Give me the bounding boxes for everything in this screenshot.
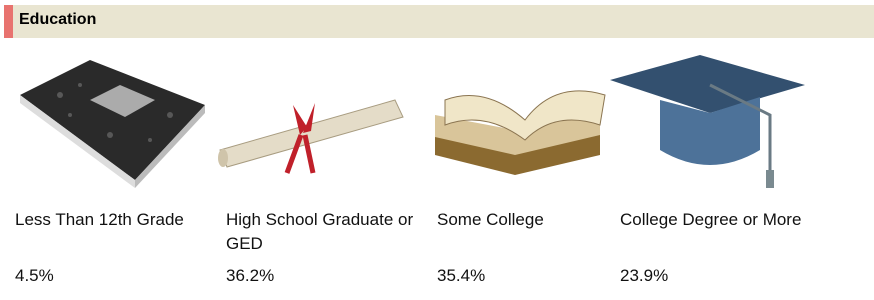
header-accent [4, 5, 13, 38]
item-value: 23.9% [620, 266, 668, 286]
books-icon [415, 55, 610, 190]
header-bar [4, 5, 874, 38]
header-title: Education [19, 11, 96, 29]
item-label: Some College [437, 208, 627, 232]
item-value: 4.5% [15, 266, 54, 286]
item-value: 35.4% [437, 266, 485, 286]
notebook-icon [10, 55, 210, 190]
item-label: College Degree or More [620, 208, 810, 232]
education-panel: Education Less Than 12th Grade High Scho… [0, 0, 874, 300]
graduation-cap-icon [610, 55, 810, 195]
diploma-icon [215, 55, 405, 190]
item-value: 36.2% [226, 266, 274, 286]
item-label: Less Than 12th Grade [15, 208, 205, 232]
item-label: High School Graduate or GED [226, 208, 416, 256]
